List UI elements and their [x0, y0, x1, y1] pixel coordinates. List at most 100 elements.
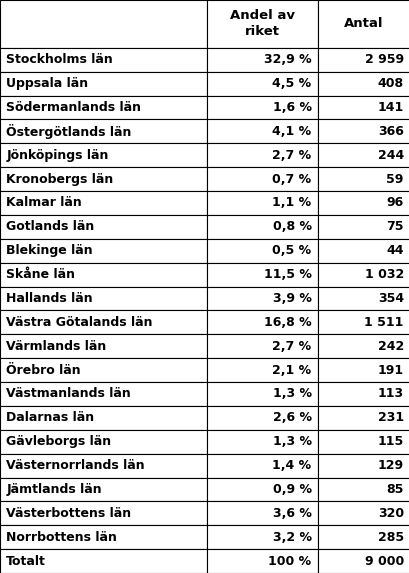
Bar [207, 477, 317, 501]
Bar [207, 311, 317, 334]
Text: 244: 244 [377, 148, 403, 162]
Bar [0, 191, 207, 215]
Text: Norrbottens län: Norrbottens län [6, 531, 117, 544]
Text: 366: 366 [377, 125, 403, 138]
Text: 75: 75 [385, 220, 403, 233]
Bar [317, 48, 409, 72]
Text: 85: 85 [386, 483, 403, 496]
Text: 11,5 %: 11,5 % [263, 268, 311, 281]
Text: 16,8 %: 16,8 % [263, 316, 311, 329]
Bar [317, 549, 409, 573]
Bar [317, 477, 409, 501]
Text: 4,5 %: 4,5 % [272, 77, 311, 90]
Bar [317, 525, 409, 549]
Text: 115: 115 [377, 435, 403, 448]
Bar [0, 72, 207, 96]
Bar [0, 477, 207, 501]
Bar [207, 406, 317, 430]
Text: 100 %: 100 % [268, 555, 311, 568]
Bar [207, 430, 317, 454]
Bar [317, 143, 409, 167]
Bar [207, 143, 317, 167]
Bar [0, 549, 207, 573]
Bar [207, 72, 317, 96]
Text: 141: 141 [377, 101, 403, 114]
Text: Jönköpings län: Jönköpings län [6, 148, 108, 162]
Text: Dalarnas län: Dalarnas län [6, 411, 94, 425]
Bar [317, 191, 409, 215]
Bar [317, 262, 409, 286]
Text: 9 000: 9 000 [364, 555, 403, 568]
Text: Stockholms län: Stockholms län [6, 53, 112, 66]
Bar [317, 501, 409, 525]
Bar [0, 454, 207, 477]
Text: 1 511: 1 511 [364, 316, 403, 329]
Text: 44: 44 [385, 244, 403, 257]
Bar [317, 215, 409, 239]
Bar [317, 286, 409, 311]
Text: 242: 242 [377, 340, 403, 353]
Text: Skåne län: Skåne län [6, 268, 75, 281]
Text: Västmanlands län: Västmanlands län [6, 387, 130, 401]
Bar [0, 430, 207, 454]
Bar [317, 406, 409, 430]
Bar [207, 48, 317, 72]
Text: Östergötlands län: Östergötlands län [6, 124, 131, 139]
Text: 2,7 %: 2,7 % [272, 340, 311, 353]
Text: Jämtlands län: Jämtlands län [6, 483, 101, 496]
Text: 1,1 %: 1,1 % [272, 197, 311, 210]
Text: 4,1 %: 4,1 % [272, 125, 311, 138]
Text: 0,7 %: 0,7 % [272, 172, 311, 186]
Text: Uppsala län: Uppsala län [6, 77, 88, 90]
Bar [0, 525, 207, 549]
Bar [207, 262, 317, 286]
Bar [0, 358, 207, 382]
Bar [207, 215, 317, 239]
Text: 0,8 %: 0,8 % [272, 220, 311, 233]
Text: Södermanlands län: Södermanlands län [6, 101, 141, 114]
Bar [207, 239, 317, 262]
Text: Västernorrlands län: Västernorrlands län [6, 459, 144, 472]
Text: Antal: Antal [343, 17, 383, 30]
Bar [317, 334, 409, 358]
Bar [207, 501, 317, 525]
Bar [207, 286, 317, 311]
Bar [0, 48, 207, 72]
Bar [0, 311, 207, 334]
Bar [317, 311, 409, 334]
Text: 1 032: 1 032 [364, 268, 403, 281]
Bar [317, 239, 409, 262]
Bar [207, 96, 317, 119]
Text: 2 959: 2 959 [364, 53, 403, 66]
Text: Kronobergs län: Kronobergs län [6, 172, 113, 186]
Text: 0,5 %: 0,5 % [272, 244, 311, 257]
Text: Hallands län: Hallands län [6, 292, 92, 305]
Text: 231: 231 [377, 411, 403, 425]
Bar [0, 382, 207, 406]
Text: 3,6 %: 3,6 % [272, 507, 311, 520]
Bar [207, 119, 317, 143]
Text: 354: 354 [377, 292, 403, 305]
Text: Totalt: Totalt [6, 555, 46, 568]
Bar [317, 119, 409, 143]
Bar [0, 215, 207, 239]
Bar [207, 334, 317, 358]
Bar [207, 454, 317, 477]
Text: 3,2 %: 3,2 % [272, 531, 311, 544]
Text: 2,6 %: 2,6 % [272, 411, 311, 425]
Text: 285: 285 [377, 531, 403, 544]
Text: 2,7 %: 2,7 % [272, 148, 311, 162]
Text: 0,9 %: 0,9 % [272, 483, 311, 496]
Bar [207, 525, 317, 549]
Bar [0, 119, 207, 143]
Text: Västra Götalands län: Västra Götalands län [6, 316, 152, 329]
Text: 1,3 %: 1,3 % [272, 435, 311, 448]
Bar [317, 72, 409, 96]
Bar [317, 0, 409, 48]
Bar [207, 358, 317, 382]
Bar [0, 239, 207, 262]
Bar [0, 167, 207, 191]
Text: 129: 129 [377, 459, 403, 472]
Text: Andel av
riket: Andel av riket [229, 9, 294, 38]
Bar [0, 0, 207, 48]
